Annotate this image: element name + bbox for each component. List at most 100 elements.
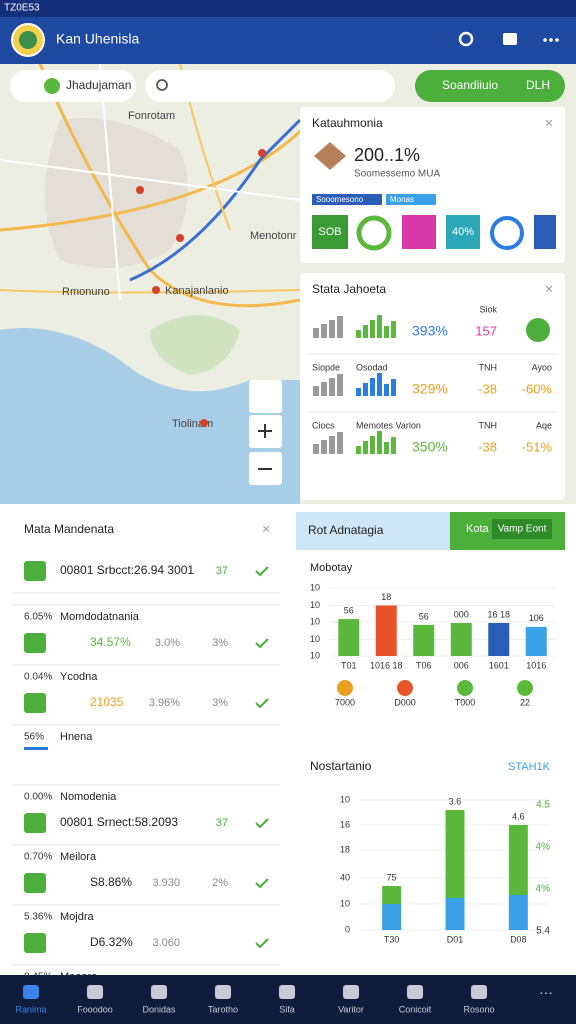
row-label: Ciocs (312, 420, 335, 430)
y-tick-label: 0 (345, 924, 350, 934)
close-button[interactable]: × (262, 521, 270, 537)
tile (312, 215, 348, 249)
bar-segment (445, 810, 465, 898)
value-label: 56 (344, 605, 354, 615)
search-field[interactable] (145, 70, 395, 102)
item-a: 3.930 (152, 877, 180, 889)
item-percent: 0.04% (24, 672, 52, 683)
mini-bar (370, 436, 375, 454)
search-icon[interactable] (458, 31, 474, 47)
map-pin[interactable] (152, 286, 160, 294)
bar (525, 626, 547, 656)
side-label: 4.5 (536, 800, 550, 811)
summary-title: Katauhmonia (312, 116, 383, 130)
tile (534, 215, 556, 249)
mini-building (329, 436, 335, 454)
item-main: 21035 (90, 695, 124, 709)
item-b: 37 (216, 817, 228, 829)
close-button[interactable]: × (545, 115, 553, 131)
close-button[interactable]: × (545, 281, 553, 297)
mini-building (321, 382, 327, 396)
nav-more[interactable]: ⋯ (539, 985, 553, 1001)
map-pin[interactable] (176, 234, 184, 242)
item-icon (24, 633, 46, 653)
tile-ring (356, 215, 392, 251)
nav-label[interactable]: Varitor (338, 1004, 364, 1014)
map-pin[interactable] (200, 419, 208, 427)
app-logo-inner (19, 31, 37, 49)
action-badge: DLH (526, 78, 550, 92)
nav-label[interactable]: Sifa (279, 1004, 295, 1014)
mini-bar (384, 442, 389, 454)
nav-icon[interactable] (87, 985, 103, 999)
mini-bar (356, 388, 361, 396)
item-name: Hnena (60, 731, 93, 743)
mini-bar (370, 378, 375, 396)
nav-icon[interactable] (407, 985, 423, 999)
location-pill[interactable] (10, 70, 136, 102)
x-tick-label: 1016 (526, 660, 546, 670)
row-label: Memotes Varlon (356, 420, 421, 430)
item-name: Nomodenia (60, 791, 117, 803)
check-icon (255, 878, 269, 889)
nav-icon[interactable] (23, 985, 39, 999)
announce-icon[interactable] (503, 33, 517, 45)
item-percent: 5.36% (24, 912, 52, 923)
bar (338, 619, 360, 656)
mini-bar (377, 373, 382, 396)
bar (450, 622, 472, 656)
item-main: S8.86% (90, 875, 132, 889)
mini-bar (391, 379, 396, 396)
item-icon (24, 561, 46, 581)
item-a: 3.96% (149, 697, 180, 709)
nav-label[interactable]: Rosono (463, 1004, 494, 1014)
nav-icon[interactable] (279, 985, 295, 999)
nav-label[interactable]: Ranima (15, 1004, 46, 1014)
item-name: Ycodna (60, 671, 98, 683)
nav-icon[interactable] (343, 985, 359, 999)
x-tick-label: T30 (384, 934, 400, 944)
action-button[interactable] (415, 70, 565, 102)
legend-label: 22 (520, 697, 530, 707)
nav-icon[interactable] (215, 985, 231, 999)
header-button[interactable] (492, 519, 552, 539)
nav-label[interactable]: Fooodoo (77, 1004, 113, 1014)
chart-card (296, 750, 565, 966)
nav-label[interactable]: Conicoit (399, 1004, 432, 1014)
nav-label[interactable]: Tarotho (208, 1004, 238, 1014)
compass-button[interactable] (249, 380, 282, 413)
item-bar (24, 747, 48, 750)
nav-icon[interactable] (471, 985, 487, 999)
item-percent: 6.05% (24, 612, 52, 623)
map-label: Kanajanlanio (165, 285, 229, 297)
item-icon (24, 933, 46, 953)
nav-label[interactable]: Donidas (142, 1004, 176, 1014)
header-button-label: Kota (466, 523, 490, 535)
value-label: 4.6 (512, 811, 525, 821)
app-bar (0, 17, 576, 64)
menu-icon[interactable] (543, 38, 559, 42)
mini-bar (384, 326, 389, 338)
map-pin[interactable] (258, 149, 266, 157)
item-icon (24, 873, 46, 893)
map-pin[interactable] (136, 186, 144, 194)
item-a: 3.0% (155, 637, 180, 649)
y-tick-label: 10 (310, 600, 320, 610)
tile-text: 40% (452, 226, 474, 238)
y-tick-label: 18 (340, 844, 350, 854)
x-tick-label: T06 (416, 660, 432, 670)
y-tick-label: 16 (340, 819, 350, 829)
summary-value: 200..1% (354, 145, 420, 165)
row-percent: 329% (412, 381, 448, 397)
check-icon (255, 818, 269, 829)
row-key: Siok (479, 304, 497, 314)
x-tick-label: T01 (341, 660, 357, 670)
nav-icon[interactable] (151, 985, 167, 999)
water (0, 328, 300, 504)
item-name: Momdodatnania (60, 611, 140, 623)
item-main: 00801 Srnect:58.2093 (60, 815, 178, 829)
bar-segment (508, 825, 528, 895)
bar-segment (508, 895, 528, 930)
app-title: Kan Uhenisla (56, 31, 139, 47)
item-b: 2% (212, 877, 228, 889)
